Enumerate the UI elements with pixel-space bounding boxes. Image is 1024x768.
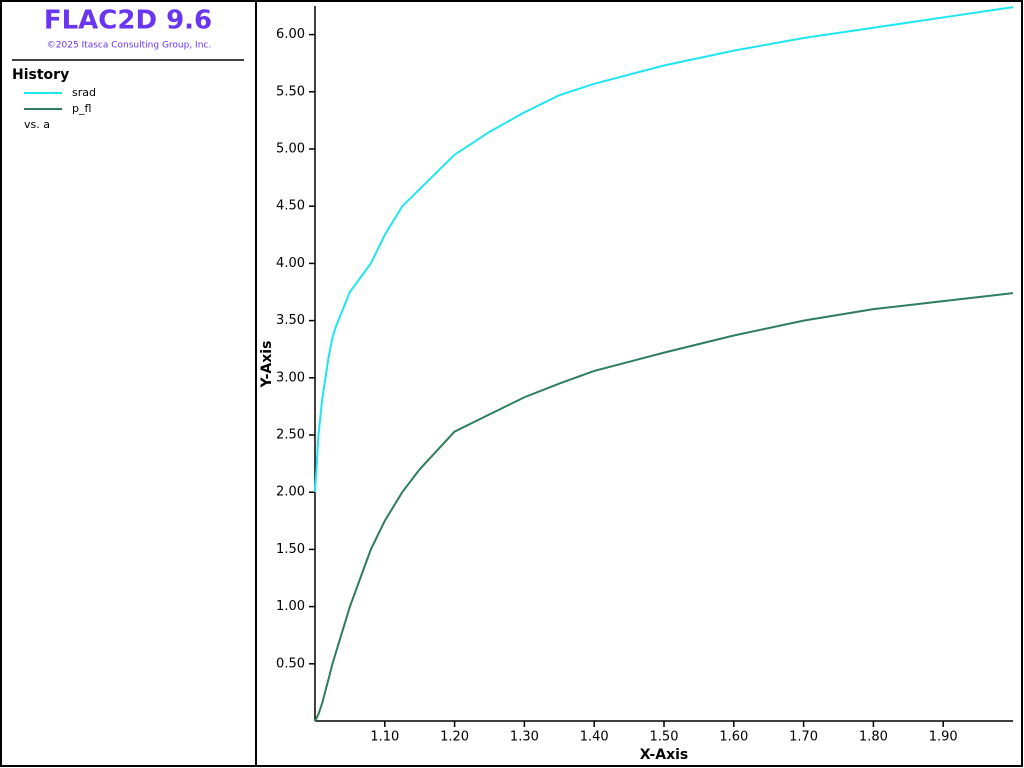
legend-note: vs. a [24, 118, 50, 131]
legend-title: History [12, 67, 69, 83]
app-title: FLAC2D 9.6 [44, 6, 212, 36]
x-tick-label: 1.90 [929, 730, 958, 745]
y-tick-label: 0.50 [276, 656, 305, 671]
x-tick-label: 1.20 [440, 730, 469, 745]
y-tick-label: 4.50 [276, 199, 305, 214]
plot-panel [255, 0, 1023, 767]
y-tick-label: 4.00 [276, 256, 305, 271]
x-axis-label: X-Axis [640, 747, 688, 763]
x-tick-label: 1.80 [859, 730, 888, 745]
legend-label: p_fl [72, 102, 91, 115]
legend-label: srad [72, 86, 96, 99]
y-tick-label: 1.00 [276, 599, 305, 614]
y-tick-label: 3.00 [276, 370, 305, 385]
x-tick-label: 1.60 [719, 730, 748, 745]
y-tick-label: 3.50 [276, 313, 305, 328]
side-panel [0, 0, 257, 767]
y-tick-label: 5.50 [276, 84, 305, 99]
x-tick-label: 1.40 [580, 730, 609, 745]
series-line [314, 6, 1014, 493]
y-tick-label: 2.00 [276, 485, 305, 500]
y-axis-label: Y-Axis [259, 341, 275, 389]
x-tick-label: 1.70 [789, 730, 818, 745]
y-tick-label: 6.00 [276, 27, 305, 42]
x-tick-label: 1.50 [650, 730, 679, 745]
x-tick-label: 1.30 [510, 730, 539, 745]
y-tick-label: 2.50 [276, 428, 305, 443]
series-line [314, 292, 1014, 722]
y-tick-label: 5.00 [276, 142, 305, 157]
copyright: ©2025 Itasca Consulting Group, Inc. [47, 41, 211, 51]
y-tick-label: 1.50 [276, 542, 305, 557]
x-tick-label: 1.10 [370, 730, 399, 745]
